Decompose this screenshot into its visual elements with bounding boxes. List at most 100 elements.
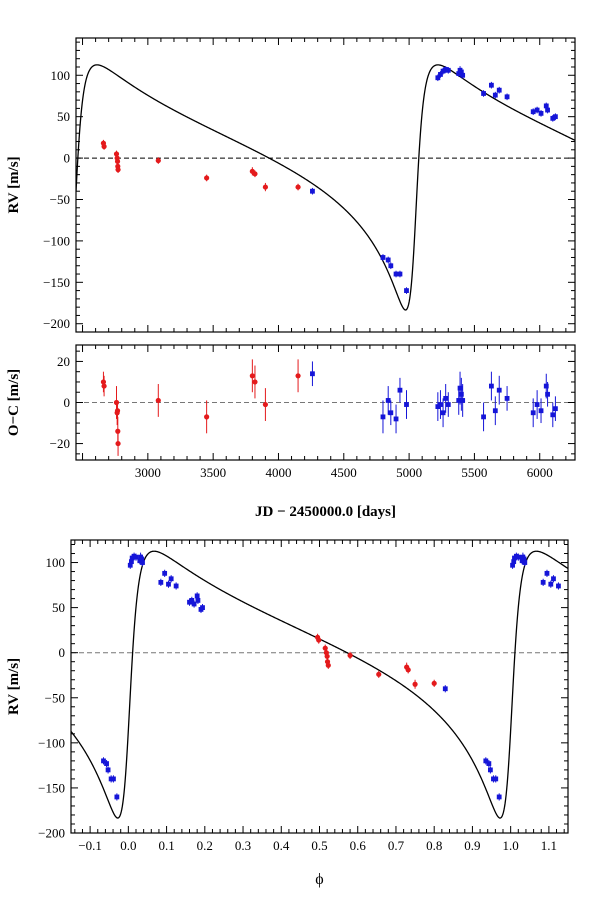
data-point-blue: [385, 398, 391, 403]
y-tick-label: −20: [50, 436, 70, 451]
data-point-blue: [440, 410, 446, 416]
x-tick-label: −0.1: [78, 838, 102, 853]
data-point-blue: [404, 402, 409, 407]
y-axis-label: RV [m/s]: [6, 658, 22, 715]
data-point-blue: [545, 107, 550, 113]
data-point-red: [204, 175, 210, 181]
x-tick-label: 5000: [396, 465, 422, 480]
data-point-blue: [458, 69, 464, 75]
y-tick-label: 50: [57, 109, 70, 124]
panel-rv_time: 100 50 0 −50 −100 −150 −200 RV [m/s]: [6, 37, 576, 333]
data-point-blue: [521, 556, 527, 562]
data-point-blue: [534, 107, 540, 113]
data-point-blue: [104, 761, 109, 766]
data-point-blue: [127, 562, 133, 568]
x-tick-label: 4500: [331, 465, 357, 480]
data-point-blue: [544, 570, 550, 576]
data-point-blue: [158, 579, 164, 585]
data-point-red: [431, 680, 437, 686]
panel-rv_phase: 100 50 0 −50 −100 −150 −200 −0.1 0.0 0.1 0.2 0.3 0.4…: [6, 539, 569, 888]
data-point-blue: [191, 601, 197, 607]
data-point-blue: [445, 67, 451, 73]
y-axis-label: O−C [m/s]: [6, 369, 22, 436]
data-point-red: [316, 637, 322, 643]
data-point-blue: [540, 579, 546, 585]
x-tick-label: 0.8: [426, 838, 442, 853]
y-tick-label: −200: [43, 316, 70, 331]
data-point-blue: [504, 94, 510, 100]
data-point-blue: [458, 391, 464, 397]
data-point-blue: [195, 598, 201, 603]
data-point-red: [252, 379, 258, 385]
plot-frame: [70, 539, 569, 834]
data-point-blue: [486, 761, 492, 766]
plot-frame: [75, 37, 576, 333]
y-tick-label: 50: [52, 600, 65, 615]
data-point-blue: [111, 776, 116, 782]
x-tick-label: 4000: [265, 465, 291, 480]
data-point-blue: [139, 556, 145, 562]
data-point-red: [155, 157, 161, 164]
data-point-blue: [388, 410, 394, 416]
data-point-blue: [129, 559, 134, 565]
data-point-blue: [460, 398, 466, 403]
x-tick-label: 0.1: [158, 838, 174, 853]
data-point-blue: [438, 72, 443, 77]
data-point-red: [114, 158, 121, 164]
data-point-red: [101, 383, 107, 389]
data-point-blue: [388, 263, 394, 269]
x-tick-label: 0.2: [197, 838, 213, 853]
data-point-red: [347, 652, 353, 658]
data-point-blue: [488, 383, 494, 389]
data-point-red: [262, 401, 269, 408]
data-point-red: [324, 653, 330, 659]
data-point-blue: [550, 115, 556, 121]
data-point-red: [115, 167, 121, 173]
x-tick-label: 6000: [527, 465, 553, 480]
x-tick-label: 0.3: [235, 838, 251, 853]
data-point-blue: [443, 67, 449, 72]
x-tick-label: 1.1: [541, 838, 557, 853]
data-point-blue: [488, 82, 494, 88]
data-point-blue: [168, 576, 174, 582]
data-point-red: [155, 397, 161, 404]
data-point-blue: [457, 385, 463, 391]
data-point-blue: [194, 593, 200, 599]
data-point-blue: [548, 581, 554, 587]
panel-oc_time: 20 0 −20 3000 3500 4000 4500 5000 5500 6000 O−C [m…: [6, 344, 576, 520]
y-tick-label: −50: [50, 192, 70, 207]
data-point-blue: [397, 271, 403, 277]
data-point-blue: [404, 288, 409, 293]
data-point-blue: [435, 75, 441, 81]
data-point-blue: [515, 554, 521, 560]
data-point-blue: [553, 406, 558, 412]
y-tick-label: −150: [43, 275, 70, 290]
data-point-red: [295, 184, 301, 190]
data-point-red: [249, 373, 255, 379]
data-point-blue: [545, 391, 550, 397]
data-point-red: [113, 151, 120, 157]
data-point-red: [115, 440, 121, 447]
data-point-blue: [530, 410, 536, 416]
x-tick-label: 3000: [135, 465, 161, 480]
data-point-blue: [140, 560, 145, 565]
data-point-blue: [496, 87, 502, 93]
data-point-blue: [200, 605, 205, 611]
data-point-blue: [496, 794, 502, 800]
data-point-blue: [189, 598, 195, 603]
data-point-blue: [481, 91, 486, 96]
y-tick-label: 20: [57, 354, 70, 369]
y-tick-label: 100: [51, 68, 71, 83]
data-point-red: [101, 143, 107, 150]
data-point-red: [295, 373, 301, 379]
data-point-red: [114, 408, 121, 414]
y-tick-label: −100: [38, 735, 65, 750]
data-point-red: [412, 681, 418, 687]
data-point-blue: [550, 412, 556, 418]
data-point-blue: [456, 71, 462, 77]
data-point-blue: [101, 758, 106, 764]
data-point-red: [100, 379, 107, 385]
data-point-blue: [483, 758, 489, 764]
data-point-blue: [551, 576, 556, 582]
data-point-blue: [438, 402, 443, 407]
